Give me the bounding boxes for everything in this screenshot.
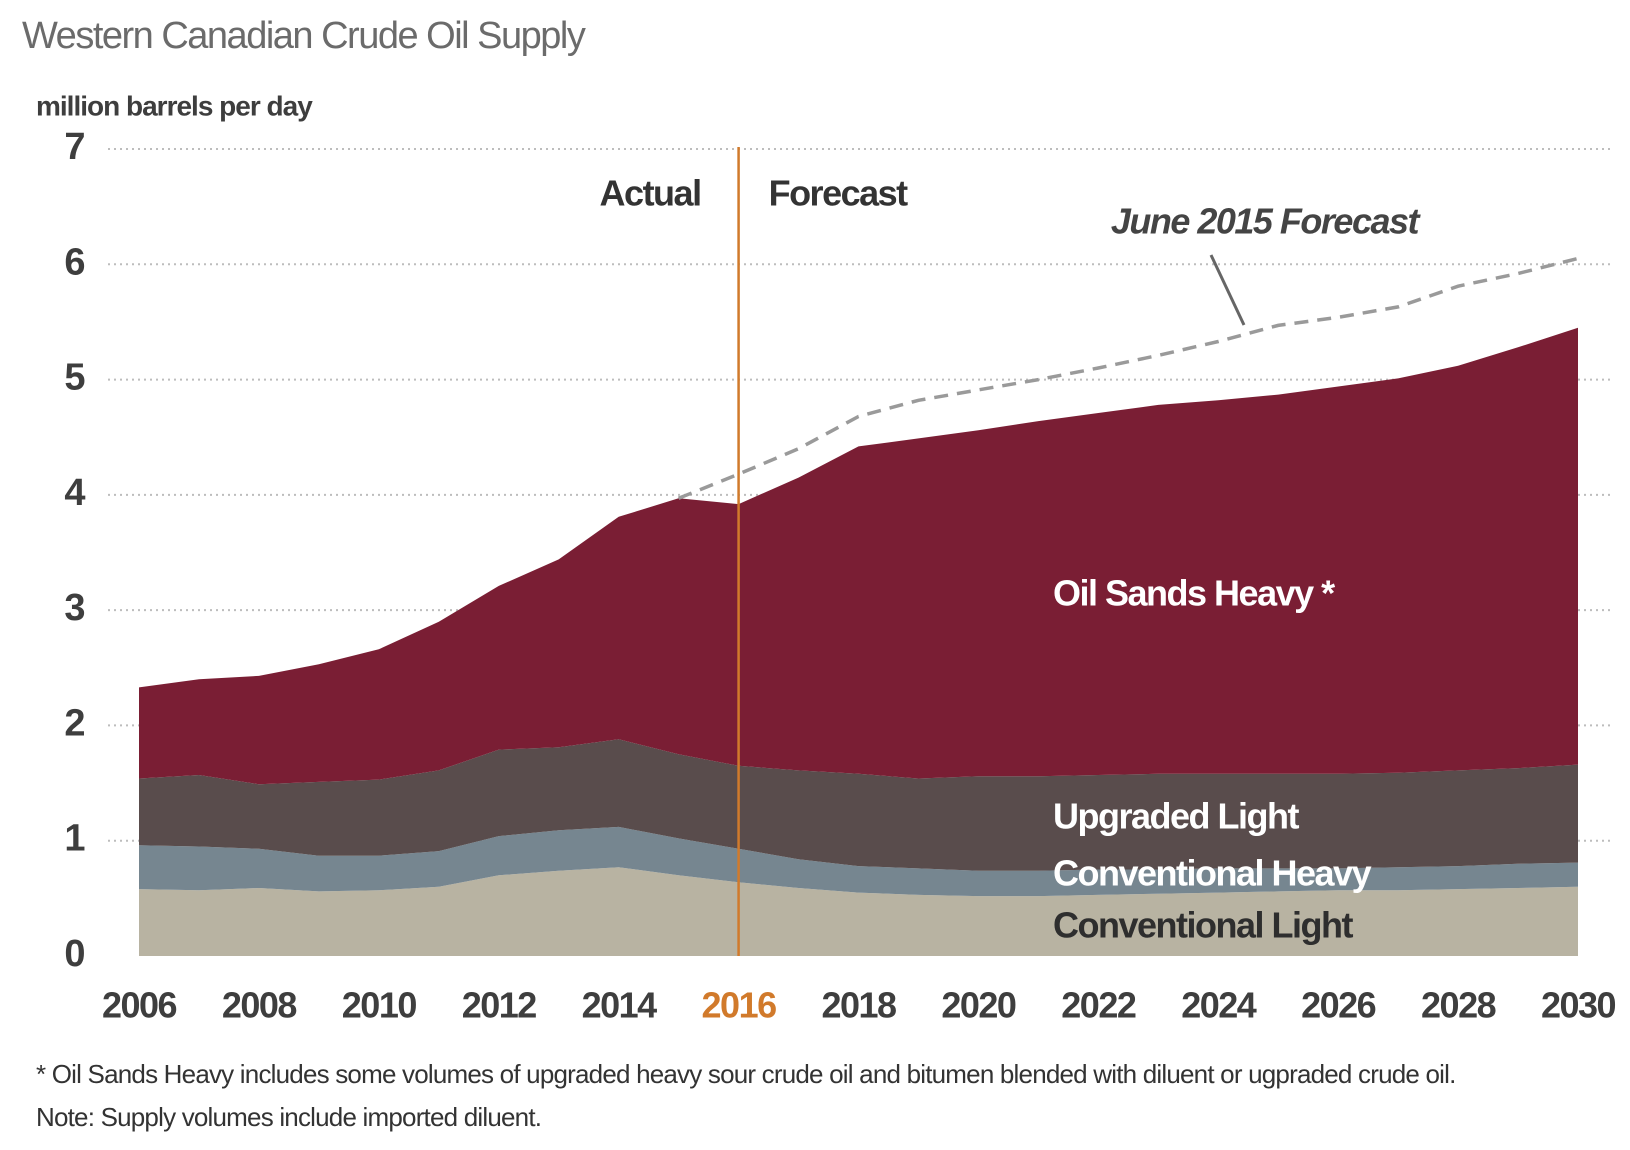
x-tick-label: 2028 (1421, 985, 1496, 1026)
forecast-label: June 2015 Forecast (1111, 201, 1422, 242)
series-label: Upgraded Light (1053, 796, 1299, 837)
x-tick-label: 2022 (1061, 985, 1136, 1026)
series-label: Conventional Light (1053, 905, 1353, 946)
x-tick-label: 2010 (342, 985, 417, 1026)
y-tick-label: 2 (64, 702, 85, 744)
y-tick-label: 4 (64, 472, 85, 514)
y-axis-label: million barrels per day (36, 90, 313, 121)
annotation: Actual (600, 173, 701, 214)
x-tick-label: 2006 (102, 985, 177, 1026)
y-tick-label: 6 (64, 241, 85, 283)
footnote: Note: Supply volumes include imported di… (36, 1102, 541, 1132)
series-label: Oil Sands Heavy * (1053, 573, 1335, 614)
area (139, 826, 1578, 897)
y-tick-label: 7 (64, 126, 85, 168)
x-tick-label: 2030 (1541, 985, 1616, 1026)
x-tick-label: 2016 (702, 985, 777, 1026)
forecast-line (677, 256, 1579, 500)
x-tick-label: 2020 (941, 985, 1016, 1026)
overlay: Actual Forecast Conventional Light Conventi… (600, 147, 1579, 956)
areas (139, 327, 1578, 956)
area (139, 327, 1578, 785)
x-tick-label: 2024 (1181, 985, 1257, 1026)
x-tick-label: 2026 (1301, 985, 1376, 1026)
chart-title: Western Canadian Crude Oil Supply (22, 15, 586, 57)
x-tick-label: 2012 (462, 985, 537, 1026)
y-tick-label: 1 (64, 818, 85, 860)
area (139, 867, 1578, 956)
series-label: Conventional Heavy (1053, 853, 1372, 894)
annotation: Forecast (769, 173, 909, 214)
leader-line (1209, 254, 1246, 326)
y-tick-label: 5 (64, 357, 85, 399)
y-tick-label: 3 (64, 587, 85, 629)
area (139, 739, 1578, 871)
y-tick-label: 0 (64, 933, 85, 975)
x-tick-label: 2018 (821, 985, 896, 1026)
footnote: * Oil Sands Heavy includes some volumes … (36, 1059, 1456, 1089)
x-tick-label: 2008 (222, 985, 297, 1026)
x-tick-label: 2014 (582, 985, 658, 1026)
